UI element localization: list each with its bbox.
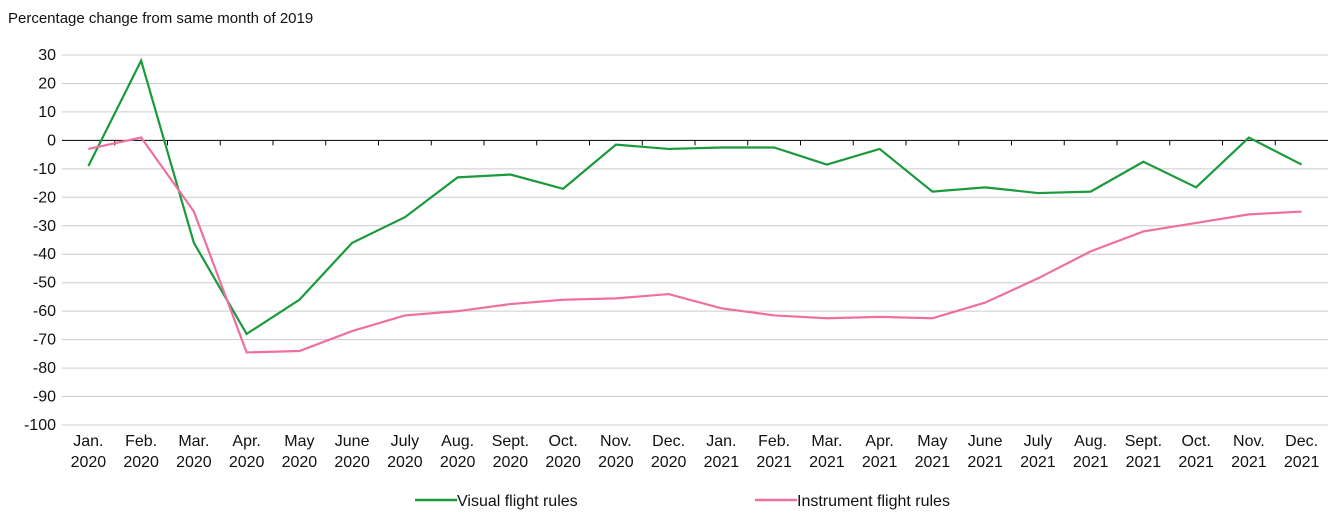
x-tick-label: 2020 xyxy=(282,454,318,471)
y-tick-label: -90 xyxy=(33,389,56,406)
x-tick-label: 2021 xyxy=(756,454,792,471)
line-series xyxy=(87,57,1303,336)
y-tick-label: -20 xyxy=(33,189,56,206)
x-tick-label: Dec. xyxy=(1285,433,1318,450)
x-tick-label: Aug. xyxy=(441,433,474,450)
x-tick-label: Mar. xyxy=(811,433,842,450)
y-tick-label: -60 xyxy=(33,303,56,320)
x-tick-label: 2020 xyxy=(598,454,634,471)
x-tick-label: Aug. xyxy=(1074,433,1107,450)
x-tick-label: 2021 xyxy=(1178,454,1214,471)
x-tick-label: July xyxy=(391,433,419,450)
y-tick-label: 0 xyxy=(47,132,56,149)
x-tick-label: Jan. xyxy=(73,433,103,450)
x-tick-label: 2021 xyxy=(1231,454,1267,471)
x-tick-label: Sept. xyxy=(1125,433,1162,450)
x-tick-label: 2020 xyxy=(334,454,370,471)
line-series xyxy=(88,136,1302,354)
y-tick-label: -30 xyxy=(33,218,56,235)
legend-label: Visual flight rules xyxy=(457,493,578,510)
y-tick-label: -70 xyxy=(33,332,56,349)
y-tick-label: -10 xyxy=(33,161,56,178)
x-tick-label: Nov. xyxy=(600,433,632,450)
y-tick-label: -80 xyxy=(33,360,56,377)
x-tick-label: 2020 xyxy=(387,454,423,471)
x-tick-label: 2020 xyxy=(545,454,581,471)
x-tick-label: 2021 xyxy=(1284,454,1320,471)
x-tick-label: 2021 xyxy=(1126,454,1162,471)
x-tick-label: Jan. xyxy=(706,433,736,450)
y-tick-label: -100 xyxy=(24,417,56,434)
x-tick-label: 2021 xyxy=(809,454,845,471)
y-tick-label: 10 xyxy=(38,104,56,121)
x-tick-label: June xyxy=(968,433,1003,450)
x-tick-label: 2020 xyxy=(440,454,476,471)
x-tick-label: Nov. xyxy=(1233,433,1265,450)
y-axis-label: Percentage change from same month of 201… xyxy=(8,10,313,27)
x-tick-label: Apr. xyxy=(865,433,893,450)
x-tick-label: 2020 xyxy=(651,454,687,471)
x-tick-label: May xyxy=(284,433,314,450)
x-tick-label: Feb. xyxy=(125,433,157,450)
x-tick-label: 2020 xyxy=(176,454,212,471)
legend-label: Instrument flight rules xyxy=(797,493,950,510)
x-tick-label: 2021 xyxy=(915,454,951,471)
x-tick-label: Sept. xyxy=(492,433,529,450)
x-tick-label: 2021 xyxy=(1020,454,1056,471)
x-tick-label: June xyxy=(335,433,370,450)
x-tick-label: 2021 xyxy=(1073,454,1109,471)
y-tick-label: 20 xyxy=(38,75,56,92)
x-tick-label: 2020 xyxy=(123,454,159,471)
x-tick-label: 2021 xyxy=(862,454,898,471)
y-tick-label: -40 xyxy=(33,246,56,263)
x-tick-label: Oct. xyxy=(548,433,577,450)
x-tick-label: 2021 xyxy=(967,454,1003,471)
x-tick-label: Feb. xyxy=(758,433,790,450)
x-tick-label: Apr. xyxy=(232,433,260,450)
y-tick-label: -50 xyxy=(33,275,56,292)
y-tick-label: 30 xyxy=(38,47,56,64)
x-tick-label: 2020 xyxy=(71,454,107,471)
x-tick-label: Dec. xyxy=(652,433,685,450)
x-tick-label: July xyxy=(1024,433,1052,450)
x-tick-label: 2020 xyxy=(493,454,529,471)
x-tick-label: 2020 xyxy=(229,454,265,471)
x-tick-label: 2021 xyxy=(704,454,740,471)
x-tick-label: May xyxy=(917,433,947,450)
x-tick-label: Oct. xyxy=(1181,433,1210,450)
x-tick-label: Mar. xyxy=(178,433,209,450)
